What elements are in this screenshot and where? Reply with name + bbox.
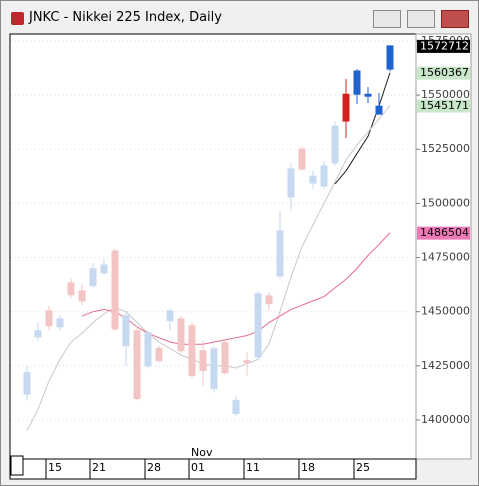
price-label-box <box>417 39 470 53</box>
candle-body <box>353 70 361 95</box>
candle-body <box>89 268 97 287</box>
candle-body <box>364 93 372 97</box>
window-title: JNKC - Nikkei 225 Index, Daily <box>29 10 222 25</box>
month-label: Nov <box>191 446 213 459</box>
price-label-box <box>417 226 470 240</box>
price-label: 1572712 <box>420 39 469 52</box>
x-tick-label: 15 <box>48 461 62 474</box>
x-tick-label: 01 <box>191 461 205 474</box>
y-tick-label: 1450000 <box>421 305 470 318</box>
minimize-button[interactable] <box>373 10 401 28</box>
y-tick-label: 1475000 <box>421 251 470 264</box>
price-label: 1545171 <box>420 99 469 112</box>
price-label-box <box>417 66 470 80</box>
candle-body <box>111 250 119 330</box>
y-tick-label: 1400000 <box>421 413 470 426</box>
price-label: 1486504 <box>420 226 469 239</box>
moving-average-line <box>81 232 391 345</box>
candle-body <box>56 318 64 328</box>
candle-body <box>45 310 53 327</box>
candle-body <box>177 318 185 352</box>
x-tick-label: 25 <box>356 461 370 474</box>
candle-body <box>23 371 31 395</box>
candle-body <box>342 93 350 122</box>
x-tick-label: 28 <box>147 461 161 474</box>
close-button[interactable] <box>441 10 469 28</box>
price-label-box <box>417 99 470 113</box>
y-tick-label: 1525000 <box>421 142 470 155</box>
candle-body <box>386 45 394 70</box>
x-tick-label: 21 <box>92 461 106 474</box>
candle-body <box>155 348 163 362</box>
candle-body <box>309 175 317 184</box>
y-tick-label: 1500000 <box>421 196 470 209</box>
candle-body <box>320 165 328 187</box>
candle-body <box>100 264 108 274</box>
candle-body <box>265 295 273 305</box>
candle-body <box>78 290 86 302</box>
x-tick-label: 11 <box>246 461 260 474</box>
app-icon <box>11 12 24 25</box>
candle-body <box>287 168 295 198</box>
candle-body <box>188 325 196 377</box>
candle-body <box>298 148 306 170</box>
maximize-button[interactable] <box>407 10 435 28</box>
candle-body <box>210 348 218 390</box>
y-tick-label: 1550000 <box>421 88 470 101</box>
candle-body <box>331 125 339 164</box>
candle-body <box>144 332 152 367</box>
candle-body <box>199 350 207 372</box>
plot-area <box>9 33 417 460</box>
scroll-box[interactable] <box>10 455 24 476</box>
x-tick-label: 18 <box>301 461 315 474</box>
price-label: 1560367 <box>420 66 469 79</box>
moving-average-line <box>334 72 391 185</box>
candle-body <box>133 330 141 400</box>
candle-body <box>375 105 383 115</box>
candle-body <box>67 282 75 296</box>
title-bar: JNKC - Nikkei 225 Index, Daily <box>1 1 478 33</box>
candle-body <box>166 310 174 322</box>
candle-body <box>254 293 262 358</box>
time-axis <box>9 458 417 480</box>
y-tick-label: 1425000 <box>421 359 470 372</box>
candle-body <box>232 400 240 415</box>
candle-body <box>276 230 284 277</box>
moving-average-line <box>26 105 391 432</box>
candle-body <box>34 330 42 338</box>
candle-body <box>122 315 130 347</box>
candle-body <box>221 342 229 374</box>
candle-body <box>243 360 251 364</box>
